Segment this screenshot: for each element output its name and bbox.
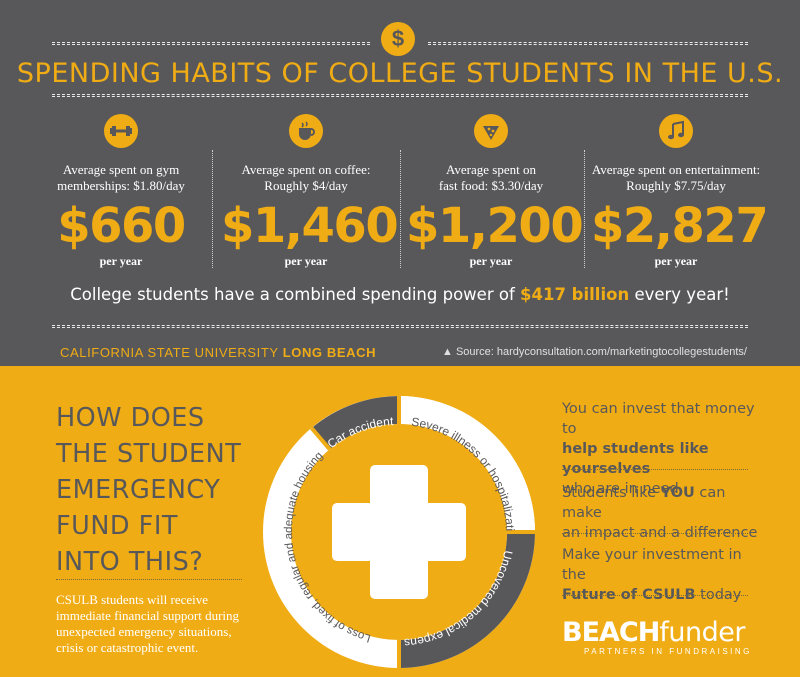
medical-cross-icon <box>332 465 466 599</box>
divider <box>428 42 748 45</box>
stat-period: per year <box>284 254 328 268</box>
stat-amount: $2,827 <box>591 198 769 254</box>
spending-power-statement: College students have a combined spendin… <box>70 285 730 304</box>
stat-period: per year <box>654 254 698 268</box>
spending-power-highlight: $417 billion <box>520 285 630 304</box>
stat-description: Average spent on gym memberships: $1.80/… <box>57 162 185 193</box>
dollar-icon: $ <box>381 22 415 56</box>
coffee-icon <box>289 114 323 148</box>
column-divider <box>400 150 401 268</box>
section-heading: HOW DOES THE STUDENT EMERGENCY FUND FIT … <box>56 403 242 577</box>
page-title: SPENDING HABITS OF COLLEGE STUDENTS IN T… <box>16 58 784 89</box>
wheel-segment-dark <box>399 532 535 668</box>
investment-message: Make your investment in the Future of CS… <box>562 547 742 603</box>
stat-amount: $1,460 <box>221 198 399 254</box>
support-description: CSULB students will receive immediate fi… <box>56 592 240 655</box>
stat-amount: $1,200 <box>406 198 584 254</box>
stat-coffee: Average spent on coffee: Roughly $4/day … <box>221 108 399 269</box>
divider <box>52 325 748 328</box>
logo-tagline: PARTNERS IN FUNDRAISING <box>584 647 752 656</box>
divider <box>52 42 370 45</box>
stat-description: Average spent on coffee: Roughly $4/day <box>241 162 371 193</box>
stat-description: Average spent on fast food: $3.30/day <box>438 162 544 193</box>
wheel-segment-dark <box>311 396 399 450</box>
column-divider <box>584 150 585 268</box>
stat-entertainment: Average spent on entertainment: Roughly … <box>591 108 769 269</box>
source-citation: ▲ Source: hardyconsultation.com/marketin… <box>442 346 747 358</box>
beachfunder-logo: BEACHfunder PARTNERS IN FUNDRAISING <box>562 617 752 657</box>
emergency-wheel: Car accident Severe illness or hospitali… <box>251 384 535 668</box>
stat-gym: Average spent on gym memberships: $1.80/… <box>36 108 206 269</box>
music-note-icon <box>659 114 693 148</box>
column-divider <box>212 150 213 268</box>
divider <box>562 595 748 596</box>
stat-period: per year <box>99 254 143 268</box>
divider <box>56 579 242 580</box>
dumbbell-icon <box>104 114 138 148</box>
divider <box>562 533 748 534</box>
stat-amount: $660 <box>57 198 186 254</box>
stat-fast-food: Average spent on fast food: $3.30/day $1… <box>406 108 584 269</box>
divider <box>562 469 748 470</box>
stat-period: per year <box>469 254 513 268</box>
pizza-icon <box>474 114 508 148</box>
impact-message: Students like YOU can make an impact and… <box>562 485 758 541</box>
university-name: CALIFORNIA STATE UNIVERSITY LONG BEACH <box>60 345 377 360</box>
stat-description: Average spent on entertainment: Roughly … <box>591 162 761 193</box>
divider <box>52 94 748 97</box>
